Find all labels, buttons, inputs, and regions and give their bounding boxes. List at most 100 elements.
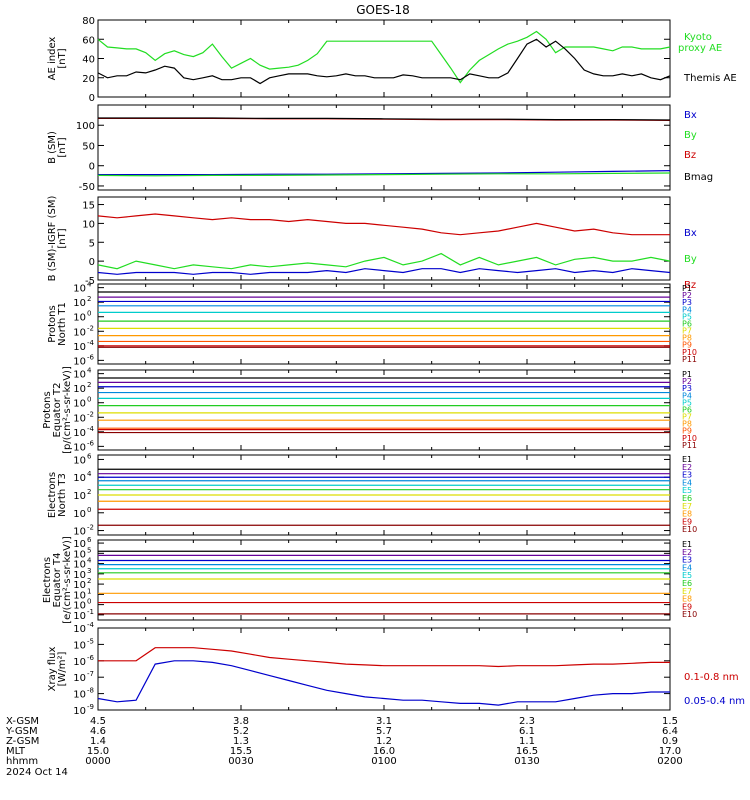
series-by: [97, 252, 671, 270]
legend-bz: Bz: [684, 150, 696, 161]
legend-proxy-ae: proxy AE: [678, 43, 722, 54]
y-axis-label: North T3: [57, 473, 68, 517]
footer-value-mlt: 17.0: [659, 746, 681, 757]
legend-p2: P2: [682, 377, 692, 386]
series-kyoto-proxy-ae: [97, 30, 671, 84]
y-tick-label: 0: [89, 257, 95, 268]
y-tick-label: 10: [73, 560, 86, 571]
y-tick-label: 10: [73, 580, 86, 591]
y-tick-label: 10: [73, 284, 86, 295]
y-tick-label: 10: [73, 413, 86, 424]
footer-value-time: 0030: [228, 756, 253, 767]
legend-e4: E4: [682, 563, 692, 572]
y-tick-exponent: -2: [87, 524, 94, 532]
y-tick-label: 0: [89, 93, 95, 104]
footer-value-x: 3.8: [233, 716, 249, 727]
y-axis-label: B (SM): [47, 131, 58, 164]
y-tick-exponent: -2: [87, 410, 94, 418]
footer-value-mlt: 16.5: [516, 746, 538, 757]
footer-value-z: 1.1: [519, 736, 535, 747]
y-tick-label: 10: [73, 356, 86, 367]
y-tick-exponent: 1: [87, 587, 91, 595]
legend-p5: P5: [682, 398, 692, 407]
legend-e3: E3: [682, 471, 692, 480]
legend-0-05-0-4-nm: 0.05-0.4 nm: [684, 696, 745, 707]
y-tick-label: 5: [89, 238, 95, 249]
legend-p3: P3: [682, 298, 692, 307]
legend-e2: E2: [682, 548, 692, 557]
y-tick-exponent: 4: [87, 367, 92, 375]
legend-p11: P11: [682, 441, 697, 450]
series-bz: [97, 213, 670, 236]
y-tick-label: 10: [73, 509, 86, 520]
legend-e5: E5: [682, 486, 692, 495]
legend-p7: P7: [682, 413, 692, 422]
series-0-1-0-8-nm: [98, 647, 670, 668]
footer-value-y: 5.2: [233, 726, 249, 737]
legend-e1: E1: [682, 540, 692, 549]
y-tick-exponent: -6: [87, 439, 95, 447]
footer-value-x: 4.5: [90, 716, 106, 727]
series-by: [97, 172, 671, 177]
y-tick-label: 40: [82, 55, 95, 66]
legend-p11: P11: [682, 355, 697, 364]
y-tick-exponent: 2: [87, 381, 91, 389]
legend-0-1-0-8-nm: 0.1-0.8 nm: [684, 672, 739, 683]
chart-title: GOES-18: [356, 3, 410, 17]
legend-p9: P9: [682, 427, 692, 436]
y-tick-label: 10: [73, 342, 86, 353]
legend-e5: E5: [682, 571, 692, 580]
legend-e10: E10: [682, 525, 697, 534]
legend-p6: P6: [682, 319, 692, 328]
y-axis-label: [W/m²]: [57, 651, 68, 686]
y-tick-exponent: 4: [87, 281, 92, 289]
panel-bigrf: -5 0 5 10 15 B (SM)-IGRF (SM) [nT] Bx By Bz: [47, 196, 697, 291]
legend-e4: E4: [682, 478, 692, 487]
y-tick-label: 10: [73, 527, 86, 538]
y-axis-label: Electrons: [47, 472, 58, 518]
legend-e7: E7: [682, 587, 692, 596]
footer-value-y: 5.7: [376, 726, 392, 737]
footer-value-time: 0100: [371, 756, 396, 767]
legend-bx: Bx: [684, 110, 697, 121]
y-tick-exponent: 0: [87, 310, 91, 318]
legend-p1: P1: [682, 284, 692, 293]
footer-value-z: 1.3: [233, 736, 249, 747]
footer-value-z: 1.4: [90, 736, 106, 747]
y-tick-label: 100: [76, 121, 95, 132]
panel-frame: [97, 196, 671, 281]
legend-e6: E6: [682, 579, 692, 588]
legend-p1: P1: [682, 370, 692, 379]
footer-row-label: Y-GSM: [5, 726, 38, 737]
y-tick-exponent: -4: [87, 425, 95, 433]
y-tick-label: 10: [73, 624, 86, 635]
legend-p10: P10: [682, 348, 697, 357]
panel-frame: [97, 283, 671, 365]
series-themis-ae: [97, 38, 671, 85]
y-axis-label: [nT]: [57, 137, 68, 157]
y-tick-exponent: -2: [87, 324, 94, 332]
footer-value-time: 0000: [85, 756, 110, 767]
legend-p2: P2: [682, 291, 692, 300]
y-tick-exponent: 6: [87, 452, 92, 460]
y-tick-label: 10: [73, 455, 86, 466]
y-tick-exponent: 4: [87, 470, 92, 478]
y-axis-label: [nT]: [57, 228, 68, 248]
footer-row-label: X-GSM: [6, 716, 39, 727]
footer-row-label: hhmm: [6, 756, 38, 767]
legend-e9: E9: [682, 517, 692, 526]
y-tick-label: 10: [73, 313, 86, 324]
y-axis-label: Equator T2: [52, 383, 63, 438]
legend-e1: E1: [682, 455, 692, 464]
legend-p10: P10: [682, 434, 697, 443]
y-tick-exponent: -8: [87, 687, 94, 695]
y-tick-exponent: 0: [87, 598, 91, 606]
y-tick-label: 10: [73, 442, 86, 453]
y-tick-exponent: 2: [87, 577, 91, 585]
y-tick-exponent: 2: [87, 295, 91, 303]
